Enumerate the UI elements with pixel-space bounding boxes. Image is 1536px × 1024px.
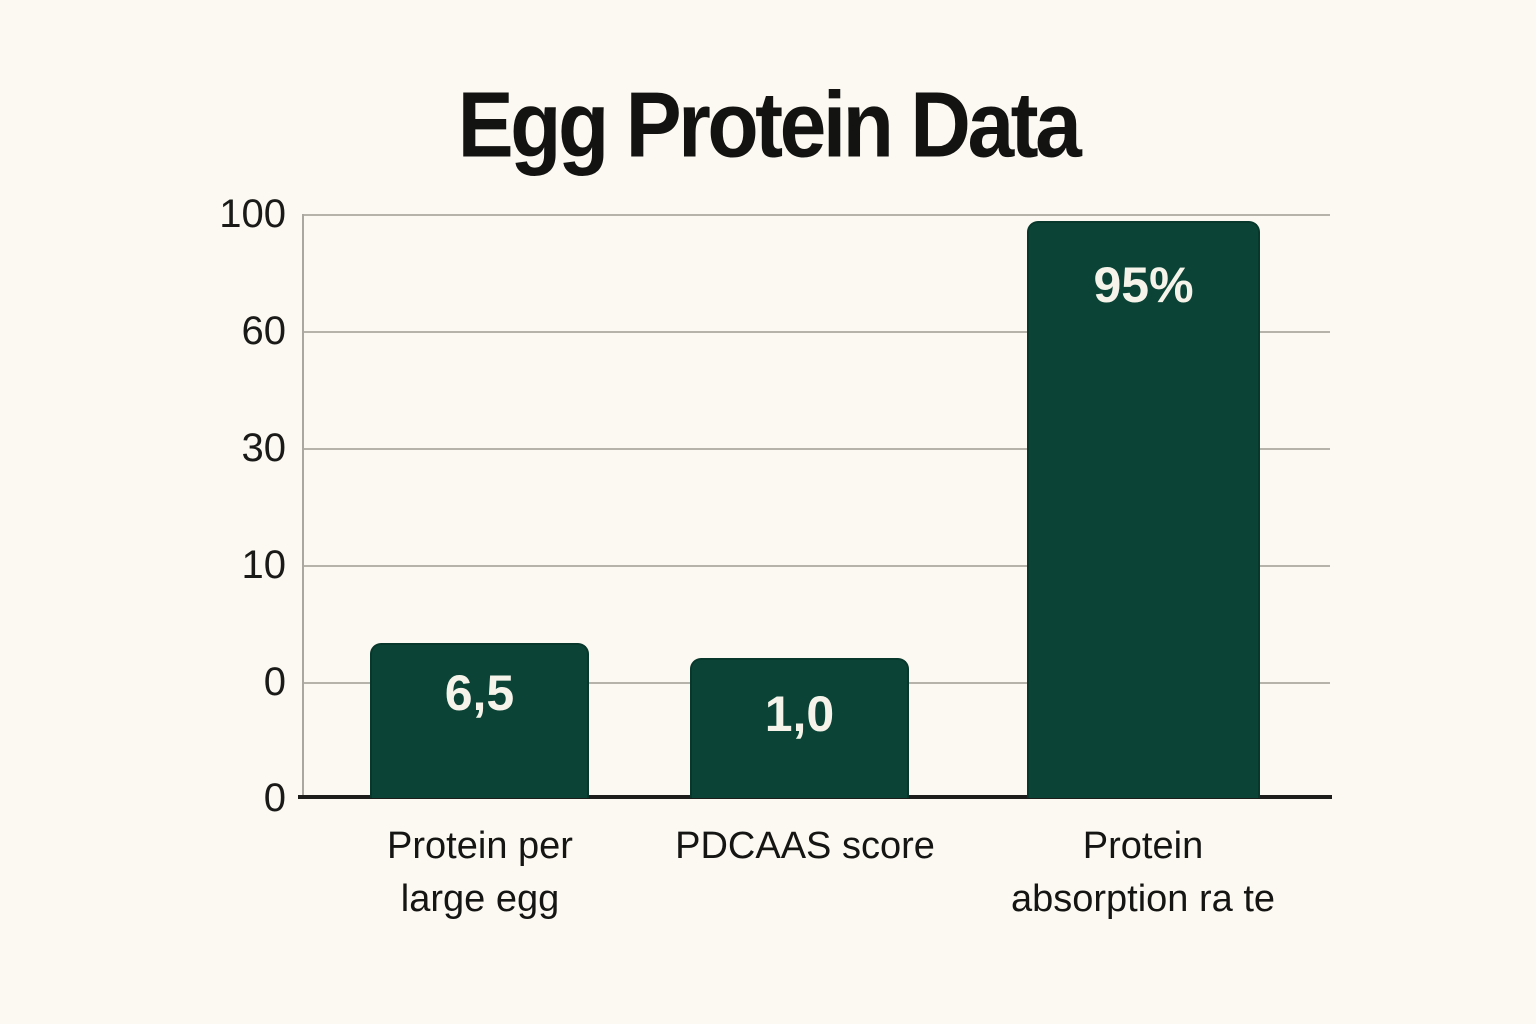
- chart-title: Egg Protein Data: [457, 73, 1082, 177]
- x-axis-category-label: Protein per large egg: [330, 820, 630, 926]
- bar-pdcaas-score: 1,0: [690, 658, 909, 798]
- bar-value-label: 1,0: [764, 686, 835, 742]
- category-line: large egg: [400, 878, 560, 920]
- category-line: Protein: [1082, 825, 1204, 867]
- bar-protein-absorption-rate: 95%: [1027, 221, 1260, 798]
- category-line: PDCAAS score: [675, 825, 935, 867]
- gridline-100: [302, 214, 1330, 216]
- y-axis-tick-label: 100: [219, 192, 286, 236]
- y-axis-tick-label: 0: [263, 776, 286, 820]
- y-axis-tick-label: 0: [263, 660, 286, 704]
- bar-protein-per-large-egg: 6,5: [370, 643, 589, 798]
- y-axis-tick-label: 10: [241, 543, 287, 587]
- bar-value-label: 6,5: [444, 665, 515, 721]
- x-axis-category-label: PDCAAS score: [640, 820, 970, 873]
- x-axis-category-label: Protein absorption ra te: [943, 820, 1343, 926]
- gridline-60: [302, 331, 1330, 333]
- y-axis-tick-label: 60: [241, 309, 287, 353]
- gridline-30: [302, 448, 1330, 450]
- category-line: absorption ra te: [1010, 878, 1276, 920]
- category-line: Protein per: [387, 825, 573, 867]
- y-axis-line: [302, 214, 304, 798]
- bar-value-label: 95%: [1093, 257, 1194, 313]
- gridline-10: [302, 565, 1330, 567]
- y-axis-tick-label: 30: [241, 426, 287, 470]
